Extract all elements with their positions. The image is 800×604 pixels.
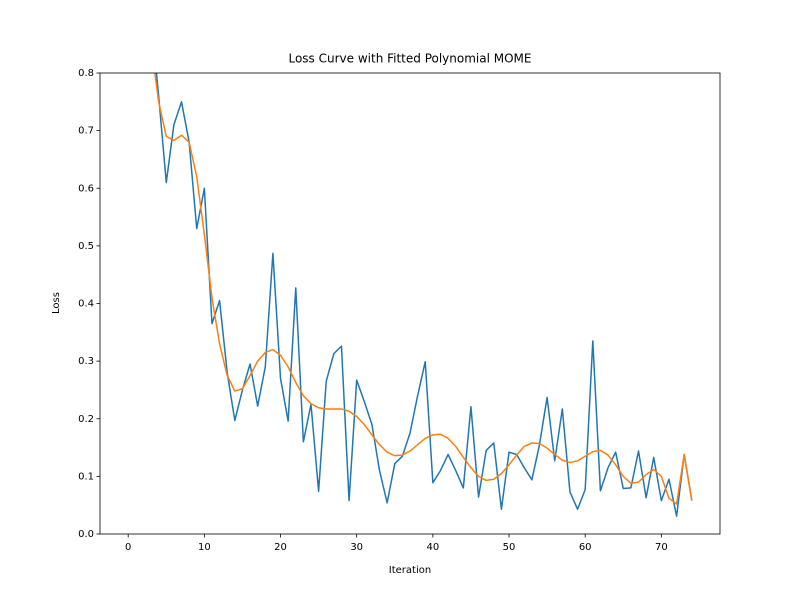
y-tick-label: 0.7 — [78, 126, 94, 137]
x-tick-label: 50 — [503, 542, 516, 553]
chart-title: Loss Curve with Fitted Polynomial MOME — [288, 52, 531, 66]
x-tick-label: 20 — [274, 542, 287, 553]
y-tick-label: 0.1 — [78, 471, 94, 482]
x-axis-label: Iteration — [389, 565, 431, 576]
plot-area — [154, 73, 693, 517]
axes-frame — [99, 72, 721, 535]
y-tick-label: 0.6 — [78, 183, 94, 194]
x-tick-label: 10 — [198, 542, 211, 553]
data-line — [155, 73, 693, 517]
y-tick-label: 0.2 — [78, 414, 94, 425]
x-tick-label: 60 — [579, 542, 592, 553]
y-tick-label: 0.0 — [78, 529, 94, 540]
y-tick-label: 0.5 — [78, 241, 94, 252]
data-line — [154, 73, 693, 505]
x-tick-label: 70 — [655, 542, 668, 553]
x-tick-label: 0 — [125, 542, 131, 553]
y-tick-label: 0.4 — [78, 299, 94, 310]
y-tick-label: 0.3 — [78, 356, 94, 367]
x-tick-label: 40 — [426, 542, 439, 553]
y-axis-label: Loss — [51, 292, 62, 314]
y-tick-label: 0.8 — [78, 68, 94, 79]
x-tick-label: 30 — [350, 542, 363, 553]
